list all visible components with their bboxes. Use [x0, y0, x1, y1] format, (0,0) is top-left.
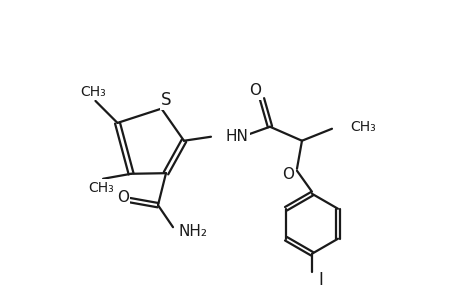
Text: O: O: [248, 83, 260, 98]
Text: I: I: [317, 271, 322, 289]
Text: O: O: [281, 167, 293, 182]
Text: CH₃: CH₃: [349, 120, 375, 134]
Text: S: S: [161, 91, 171, 109]
Text: CH₃: CH₃: [88, 181, 114, 195]
Text: CH₃: CH₃: [80, 85, 106, 99]
Text: NH₂: NH₂: [178, 224, 207, 239]
Text: O: O: [117, 190, 129, 205]
Text: HN: HN: [225, 129, 248, 144]
